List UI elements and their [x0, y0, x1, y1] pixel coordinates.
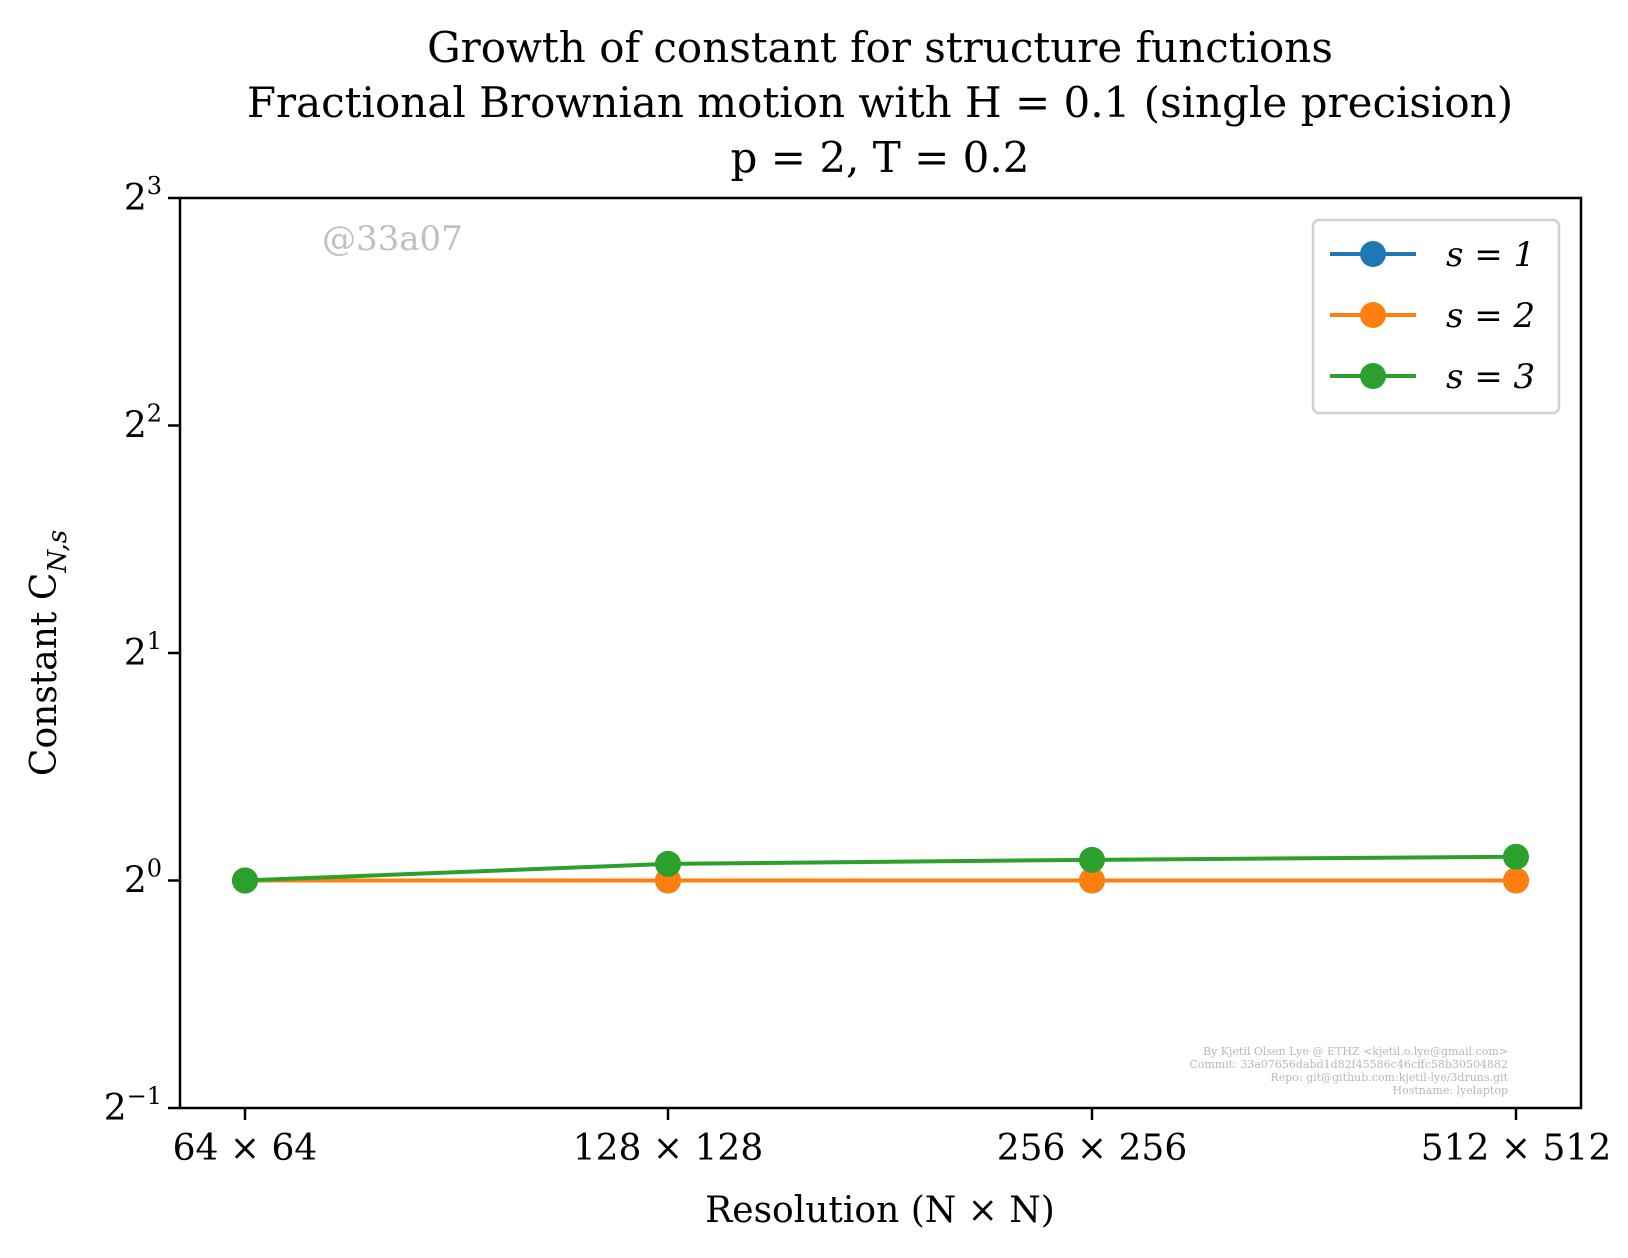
y-tick-exponent: 3 — [147, 172, 162, 200]
y-tick-label: 23 — [124, 172, 162, 219]
credits-line-1: By Kjetil Olsen Lye @ ETHZ <kjetil.o.lye… — [1203, 1045, 1508, 1058]
y-axis-label: Constant CN,s — [24, 530, 73, 776]
y-tick-base: 2 — [124, 633, 147, 674]
y-tick-label: 22 — [124, 400, 162, 447]
y-axis-label-subscript: N,s — [43, 530, 73, 574]
series-line — [244, 854, 1517, 883]
y-tick-base: 2 — [124, 861, 147, 902]
credits-line-3: Repo: git@github.com:kjetil-lye/3druns.g… — [1270, 1071, 1508, 1084]
series-layer — [232, 843, 1529, 894]
y-axis-label-main: Constant C — [24, 573, 65, 776]
y-tick-exponent: −1 — [127, 1082, 162, 1110]
title-line-1: Growth of constant for structure functio… — [427, 23, 1333, 72]
y-tick-label: 2−1 — [104, 1082, 162, 1129]
x-tick-label: 256 × 256 — [997, 1128, 1187, 1169]
title-line-3: p = 2, T = 0.2 — [731, 133, 1030, 182]
x-tick-label: 512 × 512 — [1421, 1128, 1611, 1169]
y-tick-label: 20 — [124, 855, 162, 902]
credits-line-4: Hostname: lyelaptop — [1392, 1084, 1508, 1097]
legend-entry: s = 3 — [1330, 357, 1535, 397]
x-axis-ticks: 64 × 64 128 × 128 256 × 256 512 × 512 — [173, 1108, 1611, 1169]
legend-label: s = 2 — [1446, 296, 1535, 336]
y-tick-label: 21 — [124, 627, 162, 674]
credits-line-2: Commit: 33a07656dabd1d82f45586c46cffc58b… — [1189, 1058, 1508, 1071]
x-tick-label: 128 × 128 — [573, 1128, 763, 1169]
y-tick-exponent: 0 — [147, 855, 162, 883]
watermark-label: @33a07 — [322, 219, 463, 259]
x-tick-label: 64 × 64 — [173, 1128, 318, 1169]
data-point — [1079, 846, 1105, 873]
title-line-2: Fractional Brownian motion with H = 0.1 … — [247, 78, 1513, 127]
x-axis-label: Resolution (N × N) — [705, 1190, 1055, 1231]
data-point — [1503, 867, 1529, 894]
legend-entry: s = 1 — [1330, 235, 1535, 275]
data-point — [1079, 867, 1105, 894]
chart-title: Growth of constant for structure functio… — [247, 23, 1513, 182]
y-tick-base: 2 — [124, 178, 147, 219]
legend-marker — [1360, 241, 1386, 267]
legend-marker — [1360, 302, 1386, 328]
data-point — [655, 850, 681, 877]
legend-label: s = 3 — [1446, 357, 1535, 397]
y-tick-base: 2 — [104, 1088, 127, 1129]
y-axis-label-group: Constant CN,s — [24, 530, 73, 776]
data-point — [1503, 843, 1529, 870]
legend-entry: s = 2 — [1330, 296, 1535, 336]
credits-block: By Kjetil Olsen Lye @ ETHZ <kjetil.o.lye… — [1189, 1045, 1508, 1097]
y-tick-exponent: 1 — [147, 627, 162, 655]
y-tick-exponent: 2 — [147, 400, 162, 428]
y-tick-base: 2 — [124, 406, 147, 447]
legend-label: s = 1 — [1446, 235, 1535, 275]
data-point — [232, 867, 258, 894]
legend-marker — [1360, 363, 1386, 389]
series-3 — [232, 843, 1529, 894]
legend: s = 1 s = 2 s = 3 — [1311, 218, 1561, 415]
